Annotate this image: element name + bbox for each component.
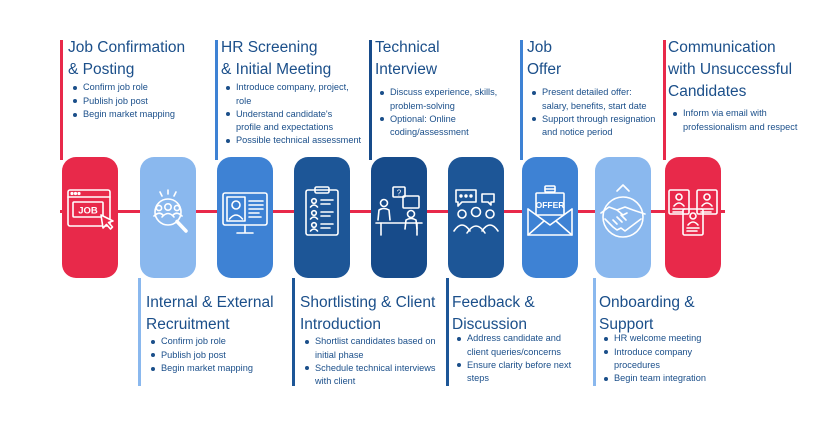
people-search-icon	[153, 189, 188, 233]
list-item: Address candidate and	[456, 332, 596, 345]
step-card-2	[140, 157, 196, 278]
list-item: Understand candidate's	[225, 108, 370, 121]
list-item: Present detailed offer:	[531, 86, 661, 99]
connector-step-3	[215, 40, 218, 160]
list-item: Inform via email with	[672, 107, 817, 120]
bullet-continuation: profile and expectations	[236, 122, 334, 132]
bullet-continuation: salary, benefits, start date	[542, 100, 647, 111]
step-2-bullets: Confirm job role Publish job post Begin …	[150, 335, 290, 376]
step-card-7: OFFER	[522, 157, 578, 278]
connector-step-4	[292, 278, 295, 386]
list-item: Possible technical assessment	[225, 134, 370, 147]
connector-step-2	[138, 278, 141, 386]
step-6-bullets: Address candidate and client queries/con…	[456, 332, 596, 385]
step-7-title: Job Offer	[527, 39, 562, 78]
step-1-bullets: Confirm job role Publish job post Begin …	[72, 81, 212, 122]
connector-step-5	[369, 40, 372, 160]
step-card-8	[595, 157, 651, 278]
job-icon-label: JOB	[78, 206, 98, 217]
svg-text:?: ?	[397, 189, 402, 198]
list-item: Ensure clarity before next	[456, 359, 596, 372]
step-8-bullets: HR welcome meeting Introduce company pro…	[603, 332, 733, 386]
step-7-bullets: Present detailed offer: salary, benefits…	[531, 86, 661, 139]
step-card-4	[294, 157, 350, 278]
list-item: Publish job post	[72, 95, 212, 108]
list-item: Introduce company, project,	[225, 81, 370, 94]
list-item: Begin market mapping	[72, 108, 212, 121]
step-card-9	[665, 157, 721, 278]
list-item: Begin team integration	[603, 372, 733, 385]
step-3-bullets: Introduce company, project, role Underst…	[225, 81, 370, 148]
bullet-continuation: initial phase	[315, 349, 364, 360]
offer-envelope-icon: OFFER	[527, 185, 573, 236]
bullet-continuation: professionalism and respect	[683, 121, 798, 132]
step-4-bullets: Shortlist candidates based on initial ph…	[304, 335, 449, 388]
step-card-1: JOB	[62, 157, 118, 278]
bullet-continuation: and notice period	[542, 127, 613, 137]
list-item: Publish job post	[150, 349, 290, 362]
video-meeting-icon	[222, 192, 268, 234]
bullet-continuation: problem-solving	[390, 100, 455, 111]
step-9-title: Communication with Unsuccessful Candidates	[668, 39, 793, 100]
bullet-continuation: role	[236, 95, 252, 106]
step-card-3	[217, 157, 273, 278]
step-5-title: Technical Interview	[375, 39, 440, 78]
interview-icon: ?	[375, 186, 423, 236]
step-9-bullets: Inform via email with professionalism an…	[672, 107, 817, 134]
step-8-title: Onboarding & Support	[599, 294, 695, 333]
step-6-title: Feedback & Discussion	[452, 294, 535, 333]
step-3-title: HR Screening & Initial Meeting	[221, 39, 332, 78]
bullet-continuation: client queries/concerns	[467, 346, 561, 357]
bullet-continuation: steps	[467, 373, 489, 383]
step-4-title: Shortlisting & Client Introduction	[300, 294, 436, 333]
offer-icon-label: OFFER	[536, 200, 565, 210]
list-item: Confirm job role	[150, 335, 290, 348]
list-item: Support through resignation	[531, 113, 661, 126]
list-item: Introduce company	[603, 346, 733, 359]
step-card-6	[448, 157, 504, 278]
list-item: Shortlist candidates based on	[304, 335, 449, 348]
group-discussion-icon	[453, 189, 499, 234]
connector-step-6	[446, 278, 449, 386]
handshake-icon	[600, 184, 646, 238]
step-2-title: Internal & External Recruitment	[146, 294, 274, 333]
list-item: Confirm job role	[72, 81, 212, 94]
connector-step-7	[520, 40, 523, 160]
list-item: Optional: Online	[379, 113, 519, 126]
bullet-continuation: with client	[315, 376, 356, 386]
list-item: Discuss experience, skills,	[379, 86, 519, 99]
candidate-cards-icon	[668, 189, 718, 236]
step-card-5: ?	[371, 157, 427, 278]
connector-step-1	[60, 40, 63, 160]
list-item: Schedule technical interviews	[304, 362, 449, 375]
connector-step-9	[663, 40, 666, 160]
bullet-continuation: coding/assessment	[390, 127, 469, 137]
list-item: Begin market mapping	[150, 362, 290, 375]
bullet-continuation: procedures	[614, 360, 660, 370]
shortlist-clipboard-icon	[305, 186, 339, 236]
job-posting-icon: JOB	[67, 189, 114, 230]
list-item: HR welcome meeting	[603, 332, 733, 345]
step-5-bullets: Discuss experience, skills, problem-solv…	[379, 86, 519, 139]
step-1-title: Job Confirmation & Posting	[68, 39, 186, 78]
connector-step-8	[593, 278, 596, 386]
